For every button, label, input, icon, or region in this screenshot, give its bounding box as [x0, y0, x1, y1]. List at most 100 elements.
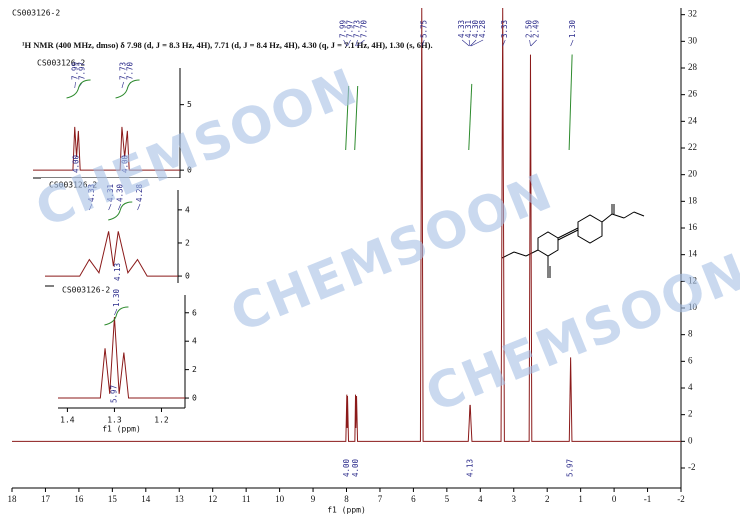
- spectrum-line: [12, 7, 681, 442]
- inset-x-axis-label: f1 (ppm): [102, 425, 141, 434]
- peak-connector: [468, 39, 471, 47]
- peak-connector: [355, 39, 358, 47]
- y-tick-label: 6: [688, 355, 693, 365]
- x-tick-label: -1: [644, 494, 652, 504]
- peak-connector: [421, 39, 425, 47]
- peak-connector: [470, 39, 484, 47]
- x-tick-label: 11: [242, 494, 251, 504]
- x-axis-label: f1 (ppm): [327, 506, 366, 515]
- molecule: [501, 204, 645, 278]
- integral-label: 4.00: [342, 458, 351, 477]
- inset-title: CS003126-2: [62, 286, 110, 295]
- y-tick-label: 16: [688, 222, 698, 232]
- peak-connector: [570, 39, 574, 47]
- peak-connector: [530, 39, 537, 47]
- peak-label: 7.73: [119, 62, 128, 80]
- x-tick-label: 17: [41, 494, 51, 504]
- peak-label: 4.30: [116, 183, 125, 202]
- y-tick-label: 28: [688, 62, 698, 72]
- watermark: CHEMSOON: [223, 162, 561, 344]
- y-tick-label: 6: [192, 308, 197, 317]
- y-tick-label: 18: [688, 195, 698, 205]
- y-tick-label: 4: [688, 382, 693, 392]
- integral-label: 4.13: [465, 459, 474, 477]
- x-tick-label: 12: [208, 494, 217, 504]
- x-tick-label: 15: [108, 494, 118, 504]
- y-tick-label: 32: [688, 9, 697, 19]
- peak-label: 4.33: [457, 20, 466, 38]
- peak-connector: [356, 39, 365, 47]
- y-tick-label: 4: [192, 337, 197, 346]
- peak-label: 3.33: [500, 20, 509, 38]
- peak-label: 4.31: [464, 20, 473, 38]
- integral-label: 4.13: [113, 263, 122, 281]
- x-tick-label: -2: [677, 494, 685, 504]
- y-tick-label: 22: [688, 142, 697, 152]
- peak-label: 7.73: [353, 20, 362, 38]
- peak-connector: [529, 39, 531, 47]
- peak-label: 4.33: [87, 184, 96, 202]
- y-tick-label: 30: [688, 35, 698, 45]
- peak-connector: [343, 39, 348, 47]
- peak-label: 4.28: [478, 19, 487, 38]
- integral-curve: [468, 83, 473, 151]
- y-tick-label: 8: [688, 329, 693, 339]
- peak-label: 2.49: [532, 20, 541, 38]
- x-tick-label: 1.3: [107, 416, 122, 425]
- x-tick-label: 1: [578, 494, 583, 504]
- inset-title: CS003126-2: [37, 59, 85, 68]
- peak-connector: [470, 39, 477, 47]
- y-tick-label: 14: [688, 249, 698, 259]
- integral-label: 4.00: [72, 154, 81, 173]
- peak-label: 2.50: [525, 19, 534, 38]
- x-tick-label: 14: [141, 494, 151, 504]
- y-tick-label: 2: [688, 409, 693, 419]
- x-tick-label: 6: [411, 494, 416, 504]
- integral-curve: [108, 201, 133, 221]
- y-tick-label: 12: [688, 275, 697, 285]
- x-tick-label: 3: [512, 494, 517, 504]
- x-tick-label: 1.4: [60, 416, 75, 425]
- integral-curve: [354, 85, 359, 151]
- integral-curve: [115, 79, 140, 99]
- chart-title: CS003126-2: [12, 9, 60, 18]
- peak-connector: [137, 203, 141, 211]
- integral-label: 5.97: [566, 459, 575, 477]
- peak-label: 5.75: [419, 20, 428, 38]
- peak-connector: [74, 81, 76, 89]
- peak-connector: [347, 39, 351, 47]
- main-chart: 18 17 16 15 14 13 12 11 10 9 8 7 6 5 4 3 2 1 0 -1 -2-2024681…: [8, 7, 698, 515]
- integral-label: 5.97: [109, 385, 118, 403]
- peak-label: 1.30: [112, 288, 121, 307]
- integral-label: 4.00: [351, 458, 360, 477]
- chart-subtitle: ¹H NMR (400 MHz, dmso) δ 7.98 (d, J = 8.…: [22, 40, 433, 50]
- peak-connector: [502, 39, 506, 47]
- y-tick-label: 24: [688, 115, 698, 125]
- peak-connector: [114, 308, 118, 316]
- y-tick-label: 0: [688, 435, 693, 445]
- spectrum-line: [45, 231, 178, 277]
- integral-curve: [66, 79, 91, 99]
- peak-connector: [461, 39, 470, 47]
- inset-chart: 1.4 1.3 1.2 0 2 4 6 CS003126-2 f1 (ppm) 1.30 5.97: [54, 283, 203, 434]
- y-tick-label: 0: [192, 394, 197, 403]
- integral-label: 4.00: [121, 154, 130, 173]
- x-tick-label: 9: [311, 494, 316, 504]
- integral-curve: [104, 306, 129, 326]
- y-tick-label: 10: [688, 302, 698, 312]
- x-tick-label: 8: [344, 494, 349, 504]
- peak-label: 4.31: [106, 184, 115, 202]
- peak-label: 7.97: [78, 62, 87, 80]
- peak-connector: [121, 81, 124, 89]
- inset-title: CS003126-2: [49, 181, 97, 190]
- x-tick-label: 16: [74, 494, 84, 504]
- inset-background: [54, 283, 203, 434]
- peak-label: 1.30: [568, 19, 577, 38]
- y-tick-label: 0: [185, 272, 190, 281]
- integral-curve: [345, 85, 350, 151]
- x-tick-label: 0: [612, 494, 617, 504]
- y-tick-label: 2: [185, 238, 190, 247]
- peak-label: 7.70: [126, 61, 135, 80]
- y-tick-label: -2: [688, 462, 696, 472]
